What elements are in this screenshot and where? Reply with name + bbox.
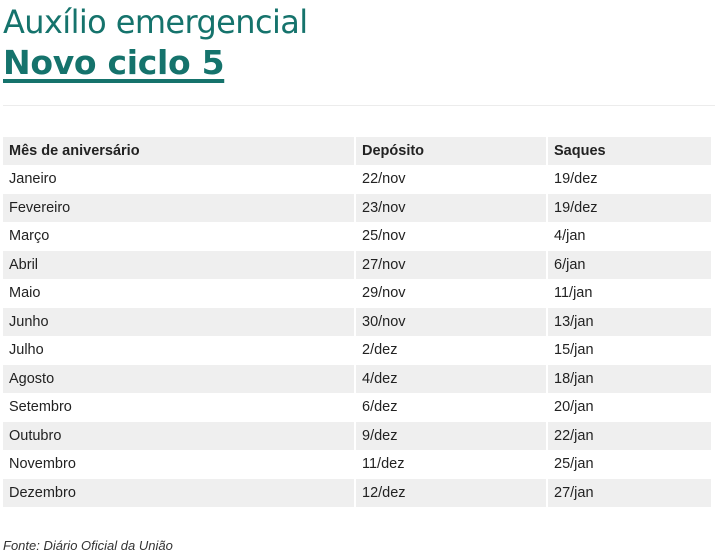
cell-month: Novembro	[9, 456, 76, 473]
header-withdrawal: Saques	[548, 137, 711, 165]
cell-month: Outubro	[3, 421, 354, 450]
cell-deposit: 29/nov	[362, 285, 406, 302]
cell-withdrawal: 20/jan	[554, 399, 594, 416]
cell-deposit: 4/dez	[356, 364, 546, 393]
cell-deposit: 2/dez	[362, 342, 398, 359]
cell-deposit: 6/dez	[362, 399, 398, 416]
table-row: Novembro 11/dez 25/jan	[3, 450, 711, 479]
table-row: Agosto 4/dez 18/jan	[3, 364, 711, 393]
cell-withdrawal: 25/jan	[554, 456, 594, 473]
cell-month: Janeiro	[9, 171, 57, 188]
cell-month: Agosto	[3, 364, 354, 393]
cell-withdrawal: 18/jan	[548, 364, 711, 393]
cell-deposit: 22/nov	[362, 171, 406, 188]
page-subtitle-link[interactable]: Novo ciclo 5	[3, 43, 225, 82]
cell-withdrawal: 15/jan	[554, 342, 594, 359]
cell-month: Setembro	[9, 399, 72, 416]
cell-month: Março	[9, 228, 50, 245]
table-row: Maio 29/nov 11/jan	[3, 279, 711, 308]
cell-withdrawal: 4/jan	[554, 228, 586, 245]
cell-month: Dezembro	[3, 478, 354, 507]
table-row: Julho 2/dez 15/jan	[3, 336, 711, 365]
cell-deposit: 12/dez	[356, 478, 546, 507]
cell-month: Julho	[9, 342, 44, 359]
cell-withdrawal: 19/dez	[548, 193, 711, 222]
table-row: Abril 27/nov 6/jan	[3, 250, 711, 279]
cell-withdrawal: 6/jan	[548, 250, 711, 279]
table-row: Fevereiro 23/nov 19/dez	[3, 193, 711, 222]
cell-deposit: 25/nov	[362, 228, 406, 245]
cell-withdrawal: 19/dez	[554, 171, 598, 188]
cell-deposit: 30/nov	[356, 307, 546, 336]
header-month: Mês de aniversário	[3, 137, 354, 165]
cell-deposit: 9/dez	[356, 421, 546, 450]
table-row: Setembro 6/dez 20/jan	[3, 393, 711, 422]
cell-deposit: 23/nov	[356, 193, 546, 222]
schedule-table: Mês de aniversário Depósito Saques Janei…	[1, 137, 713, 507]
header-deposit: Depósito	[356, 137, 546, 165]
cell-withdrawal: 13/jan	[548, 307, 711, 336]
table-row: Outubro 9/dez 22/jan	[3, 421, 711, 450]
divider	[3, 105, 715, 106]
table-header-row: Mês de aniversário Depósito Saques	[3, 137, 711, 165]
table-row: Janeiro 22/nov 19/dez	[3, 165, 711, 194]
page-title: Auxílio emergencial	[3, 3, 308, 41]
cell-month: Fevereiro	[3, 193, 354, 222]
cell-month: Abril	[3, 250, 354, 279]
cell-month: Junho	[3, 307, 354, 336]
table-row: Dezembro 12/dez 27/jan	[3, 478, 711, 507]
cell-withdrawal: 11/jan	[554, 285, 593, 302]
cell-month: Maio	[9, 285, 41, 302]
source-note: Fonte: Diário Oficial da União	[3, 538, 173, 553]
cell-deposit: 27/nov	[356, 250, 546, 279]
cell-deposit: 11/dez	[362, 456, 405, 473]
cell-withdrawal: 22/jan	[548, 421, 711, 450]
table-row: Junho 30/nov 13/jan	[3, 307, 711, 336]
table-row: Março 25/nov 4/jan	[3, 222, 711, 251]
cell-withdrawal: 27/jan	[548, 478, 711, 507]
